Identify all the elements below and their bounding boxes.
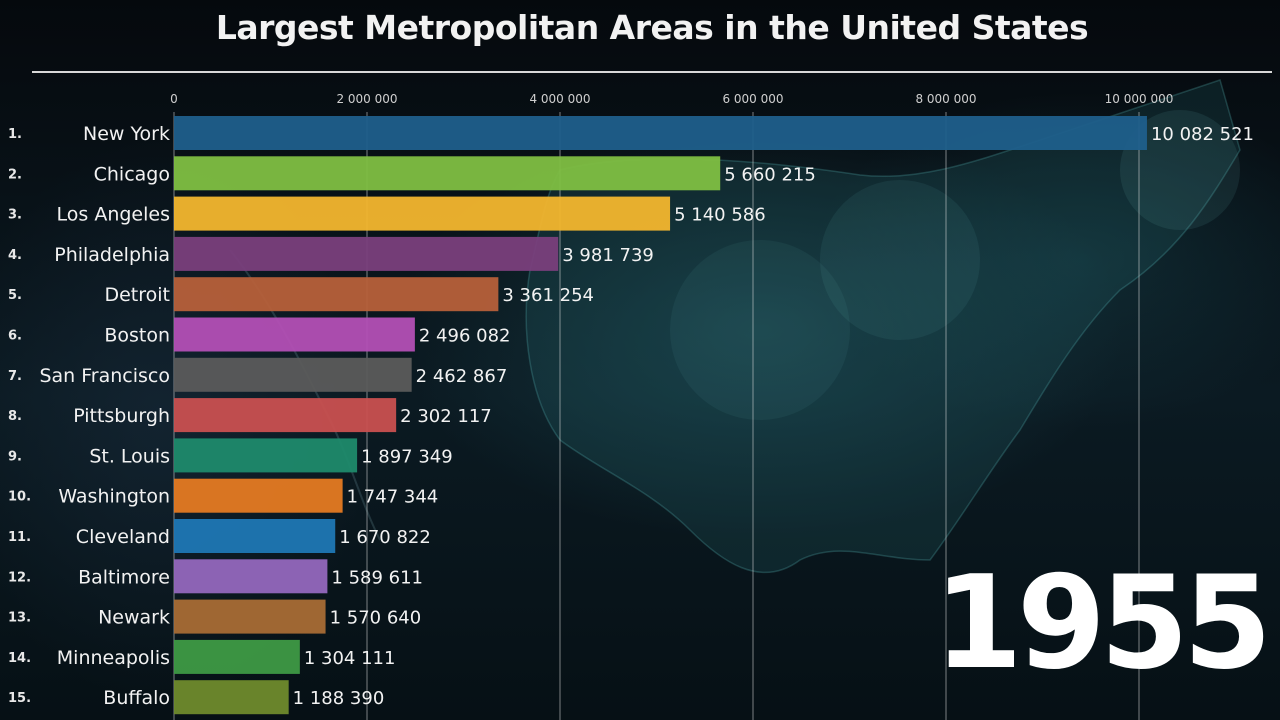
category-label: Washington <box>58 486 170 508</box>
bar <box>174 357 412 392</box>
category-label: New York <box>83 123 170 145</box>
value-label: 1 188 390 <box>293 688 385 709</box>
value-label: 2 496 082 <box>419 326 511 347</box>
bar <box>174 438 358 473</box>
bar-row: 5. Detroit 3 361 254 <box>8 277 594 312</box>
rank-label: 14. <box>8 651 31 666</box>
value-label: 1 304 111 <box>304 648 396 669</box>
rank-label: 9. <box>8 449 22 464</box>
bar <box>174 277 499 312</box>
x-tick-label: 8 000 000 <box>915 92 976 106</box>
x-tick-label: 2 000 000 <box>336 92 397 106</box>
bar-row: 1. New York 10 082 521 <box>8 116 1254 150</box>
rank-label: 1. <box>8 127 22 142</box>
bar-row: 7. San Francisco 2 462 867 <box>8 357 508 392</box>
bar-row: 11. Cleveland 1 670 822 <box>8 519 431 553</box>
bar-row: 4. Philadelphia 3 981 739 <box>8 236 654 271</box>
x-tick-label: 10 000 000 <box>1105 92 1174 106</box>
value-label: 3 361 254 <box>502 285 594 306</box>
x-tick-label: 4 000 000 <box>529 92 590 106</box>
bar-row: 14. Minneapolis 1 304 111 <box>8 639 396 674</box>
rank-label: 7. <box>8 369 22 384</box>
value-label: 5 140 586 <box>674 205 766 226</box>
category-label: Minneapolis <box>57 647 170 669</box>
rank-label: 13. <box>8 611 31 626</box>
category-label: San Francisco <box>39 365 170 387</box>
category-label: St. Louis <box>89 445 170 467</box>
value-label: 1 897 349 <box>361 446 453 467</box>
chart-title: Largest Metropolitan Areas in the United… <box>215 8 1089 47</box>
rank-label: 6. <box>8 329 22 344</box>
category-label: Chicago <box>94 163 170 185</box>
bar <box>174 116 1147 150</box>
bar-layer: 1. New York 10 082 521 2. Chicago 5 660 215 3.… <box>8 116 1254 715</box>
bar <box>174 639 300 674</box>
rank-label: 10. <box>8 490 31 505</box>
bar <box>174 519 336 553</box>
category-label: Philadelphia <box>54 244 170 266</box>
bar <box>174 398 397 433</box>
bar-row: 10. Washington 1 747 344 <box>8 478 439 513</box>
bar-row: 8. Pittsburgh 2 302 117 <box>8 398 492 433</box>
bar-row: 6. Boston 2 496 082 <box>8 317 511 352</box>
category-label: Baltimore <box>78 566 170 588</box>
value-label: 3 981 739 <box>562 245 654 266</box>
bar-row: 9. St. Louis 1 897 349 <box>8 438 453 473</box>
tick-label-layer: 0 2 000 000 4 000 000 6 000 000 8 000 000 10 … <box>170 92 1173 106</box>
rank-label: 4. <box>8 248 22 263</box>
category-label: Boston <box>104 325 170 347</box>
bar <box>174 196 671 231</box>
rank-label: 2. <box>8 167 22 182</box>
value-label: 5 660 215 <box>724 164 816 185</box>
rank-label: 11. <box>8 530 31 545</box>
title-divider <box>32 71 1272 73</box>
rank-label: 12. <box>8 570 31 585</box>
bar-row: 13. Newark 1 570 640 <box>8 599 422 634</box>
category-label: Detroit <box>104 284 170 306</box>
value-label: 1 589 611 <box>331 567 423 588</box>
bar <box>174 478 343 513</box>
category-label: Los Angeles <box>57 204 170 226</box>
rank-label: 5. <box>8 288 22 303</box>
bar-row: 12. Baltimore 1 589 611 <box>8 559 423 594</box>
category-label: Buffalo <box>103 687 170 709</box>
x-tick-label: 6 000 000 <box>722 92 783 106</box>
value-label: 2 302 117 <box>400 406 492 427</box>
value-label: 1 670 822 <box>339 527 431 548</box>
category-label: Newark <box>98 607 170 629</box>
value-label: 10 082 521 <box>1151 124 1254 145</box>
category-label: Pittsburgh <box>73 405 170 427</box>
bar <box>174 236 559 271</box>
rank-label: 15. <box>8 691 31 706</box>
bar-row: 15. Buffalo 1 188 390 <box>8 680 385 715</box>
value-label: 1 747 344 <box>347 487 439 508</box>
category-label: Cleveland <box>76 526 170 548</box>
value-label: 1 570 640 <box>330 608 422 629</box>
value-label: 2 462 867 <box>416 366 508 387</box>
bar <box>174 156 721 191</box>
rank-label: 3. <box>8 208 22 223</box>
bar <box>174 559 328 594</box>
x-tick-label: 0 <box>170 92 178 106</box>
bar-row: 2. Chicago 5 660 215 <box>8 156 816 191</box>
rank-label: 8. <box>8 409 22 424</box>
bar <box>174 680 289 715</box>
year-label: 1955 <box>933 549 1272 698</box>
bar-row: 3. Los Angeles 5 140 586 <box>8 196 766 231</box>
bar <box>174 317 415 352</box>
bar <box>174 599 326 634</box>
